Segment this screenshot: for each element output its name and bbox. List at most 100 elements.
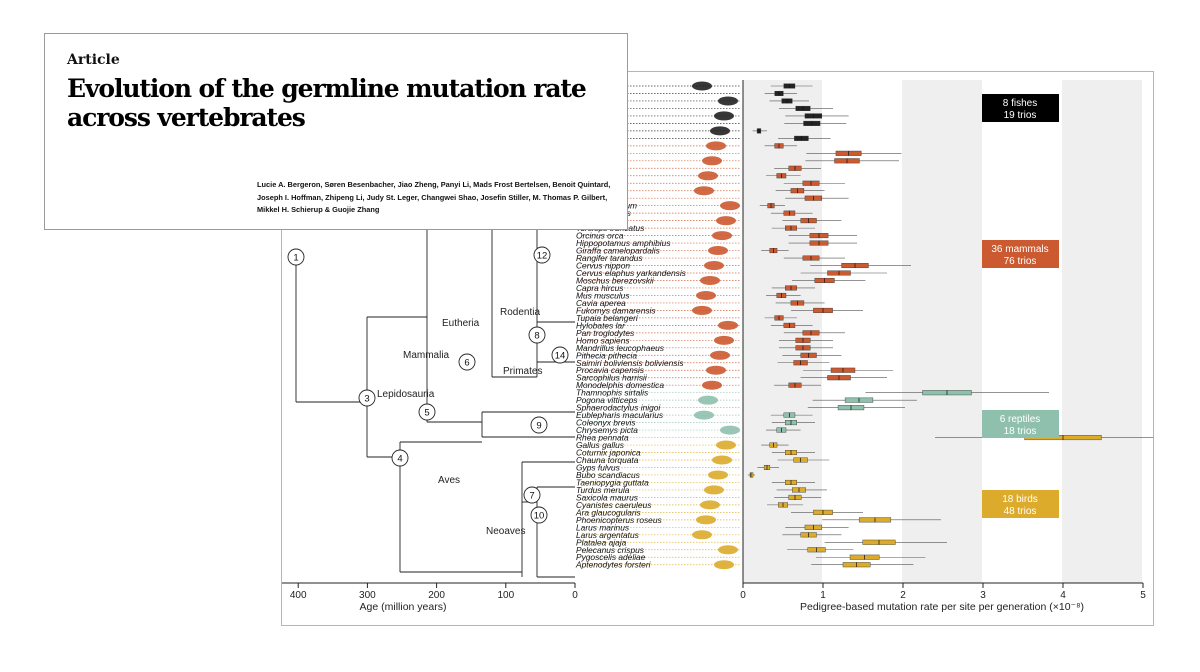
species-label: Larus argentatus	[576, 530, 640, 540]
node-number: 10	[534, 511, 545, 522]
species-label: Saimiri boliviensis boliviensis	[576, 358, 684, 368]
species-label: Saxicola maurus	[576, 492, 639, 502]
species-label: Monodelphis domestica	[576, 380, 664, 390]
age-axis-ticks: 400 300 200 100 0	[290, 583, 578, 601]
node-circle	[458, 353, 476, 371]
node-number: 3	[364, 394, 369, 405]
animal-silhouette	[702, 156, 722, 166]
node-circle	[530, 416, 548, 434]
species-label: Sarcophilus harrisii	[576, 373, 648, 383]
animal-silhouette	[698, 395, 718, 405]
animal-silhouette	[714, 560, 734, 570]
node-number: 1	[293, 253, 298, 264]
species-label: Cavia aperea	[576, 298, 626, 308]
article-type-label: Article	[67, 52, 120, 68]
clade-label: Primates	[503, 366, 542, 377]
species-label: Rangifer tarandus	[576, 253, 643, 263]
animal-silhouette	[712, 231, 732, 241]
species-label: Chauna torquata	[576, 455, 639, 465]
species-label: Fukomys damarensis	[576, 305, 656, 315]
species-label: Aptenodytes forsteri	[575, 560, 652, 570]
species-label: Hippopotamus amphibius	[576, 238, 671, 248]
species-label: Cervus elaphus yarkandensis	[576, 268, 687, 278]
animal-silhouette	[704, 485, 724, 495]
animal-silhouette	[710, 126, 730, 136]
species-label: Ara glaucogularis	[575, 507, 642, 517]
species-label: Larus marinus	[576, 522, 630, 532]
age-axis-label: Age (million years)	[360, 601, 447, 613]
clade-label: Rodentia	[500, 307, 540, 318]
animal-silhouette	[698, 171, 718, 181]
species-label: Cyanistes caeruleus	[576, 500, 652, 510]
legend-box	[982, 240, 1059, 268]
legend-count: 6 reptiles	[1000, 414, 1041, 425]
species-label: Cervus nippon	[576, 261, 630, 271]
tree-node-markers: 1 3 4 5 6 7 8 9 10 12 14	[287, 246, 569, 524]
node-number: 4	[397, 454, 402, 465]
animal-silhouette	[692, 530, 712, 540]
rate-tick-label: 2	[900, 590, 906, 601]
legend-trios: 76 trios	[1004, 256, 1037, 267]
species-label: Coleonyx brevis	[576, 418, 636, 428]
node-number: 6	[464, 358, 469, 369]
node-number: 14	[555, 351, 566, 362]
species-label: Mus musculus	[576, 290, 630, 300]
legend-trios: 19 trios	[1004, 110, 1037, 121]
animal-silhouette	[720, 425, 740, 435]
animal-silhouette	[714, 111, 734, 121]
animal-silhouette	[704, 261, 724, 271]
rate-tick-label: 1	[820, 590, 826, 601]
article-header-card: Article Evolution of the germline mutati…	[44, 33, 628, 230]
species-label: Bubo scandiacus	[576, 470, 641, 480]
rate-tick-label: 0	[740, 590, 746, 601]
age-tick-label: 400	[290, 590, 307, 601]
animal-silhouette	[720, 201, 740, 211]
species-label: Pygoscelis adeliae	[576, 552, 646, 562]
animal-silhouette	[716, 216, 736, 226]
legend-count: 8 fishes	[1003, 98, 1037, 109]
species-label: Gyps fulvus	[576, 462, 621, 472]
rate-tick-label: 5	[1140, 590, 1146, 601]
species-label: Capra hircus	[576, 283, 624, 293]
animal-silhouette	[708, 246, 728, 256]
animal-silhouette	[714, 335, 734, 345]
node-number: 5	[424, 408, 429, 419]
animal-silhouettes	[692, 81, 740, 570]
age-tick-label: 300	[359, 590, 376, 601]
node-circle	[523, 486, 541, 504]
animal-silhouette	[692, 81, 712, 91]
species-label: Orcinus orca	[576, 231, 624, 241]
species-label: Eublepharis macularius	[576, 410, 664, 420]
animal-silhouette	[700, 275, 720, 285]
animal-silhouette	[718, 545, 738, 555]
legend-box	[982, 410, 1059, 438]
node-circle	[533, 246, 551, 264]
node-circle	[551, 346, 569, 364]
animal-silhouette	[718, 320, 738, 330]
species-label: Pogona vitticeps	[576, 395, 638, 405]
species-label: Chrysemys picta	[576, 425, 638, 435]
animal-silhouette	[700, 500, 720, 510]
node-number: 12	[537, 251, 548, 262]
animal-silhouette	[694, 186, 714, 196]
animal-silhouette	[710, 350, 730, 360]
species-label: Hylobates lar	[576, 320, 626, 330]
article-authors: Lucie A. Bergeron, Søren Besenbacher, Ji…	[257, 180, 611, 214]
animal-silhouette	[692, 305, 712, 315]
clade-label: Eutheria	[442, 318, 480, 329]
clade-label: Neoaves	[486, 526, 525, 537]
shade-band-2-3	[902, 80, 982, 583]
species-label: Rhea pennata	[576, 433, 629, 443]
figure-panel: pioscovelliensolivaceussemilaeviscroceao…	[281, 71, 1200, 626]
node-number: 8	[534, 331, 539, 342]
species-label: Gallus gallus	[576, 440, 625, 450]
age-tick-label: 200	[428, 590, 445, 601]
shade-band-4-5	[1062, 80, 1142, 583]
node-number: 9	[536, 421, 541, 432]
species-label: Turdus merula	[576, 485, 630, 495]
legend-trios: 18 trios	[1004, 426, 1037, 437]
clade-label: Aves	[438, 475, 460, 486]
animal-silhouette	[708, 470, 728, 480]
age-tick-label: 0	[572, 590, 578, 601]
